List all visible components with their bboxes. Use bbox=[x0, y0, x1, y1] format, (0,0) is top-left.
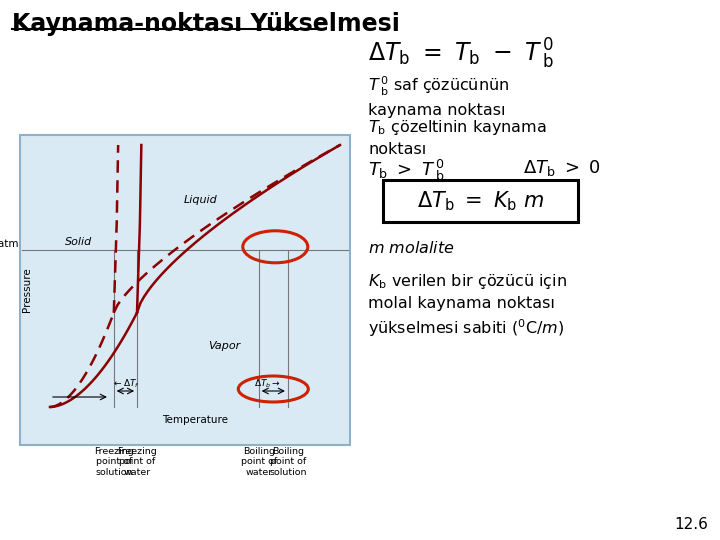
Text: $\Delta T_b \rightarrow$: $\Delta T_b \rightarrow$ bbox=[254, 377, 281, 390]
Text: 1 atm: 1 atm bbox=[0, 239, 18, 249]
Text: Boiling
point of
water: Boiling point of water bbox=[240, 447, 277, 477]
Text: $m$ molalite: $m$ molalite bbox=[368, 240, 454, 256]
Text: Freezing
point of
water: Freezing point of water bbox=[117, 447, 157, 477]
Text: Boiling
point of
solution: Boiling point of solution bbox=[269, 447, 307, 477]
Text: $T_\mathrm{b}$ çözeltinin kaynama
noktası: $T_\mathrm{b}$ çözeltinin kaynama noktas… bbox=[368, 118, 546, 157]
Text: Pressure: Pressure bbox=[22, 268, 32, 312]
Text: $T\,^0_\mathrm{b}$ saf çözücünün
kaynama noktası: $T\,^0_\mathrm{b}$ saf çözücünün kaynama… bbox=[368, 75, 509, 118]
Text: $\Delta T_\mathrm{b}\ >\ 0$: $\Delta T_\mathrm{b}\ >\ 0$ bbox=[523, 158, 600, 178]
Bar bbox=[20, 135, 350, 445]
Text: Temperature: Temperature bbox=[162, 415, 228, 425]
Text: $T_\mathrm{b}\ >\ T\,^0_\mathrm{b}$: $T_\mathrm{b}\ >\ T\,^0_\mathrm{b}$ bbox=[368, 158, 445, 183]
Text: Freezing
point of
solution: Freezing point of solution bbox=[94, 447, 134, 477]
Text: Kaynama-noktası Yükselmesi: Kaynama-noktası Yükselmesi bbox=[12, 12, 400, 36]
Bar bbox=[383, 180, 578, 222]
Text: 12.6: 12.6 bbox=[674, 517, 708, 532]
Text: $\Delta T_\mathrm{b}\ =\ T_\mathrm{b}\ -\ T\,^0_\mathrm{b}$: $\Delta T_\mathrm{b}\ =\ T_\mathrm{b}\ -… bbox=[368, 37, 554, 71]
Text: $K_\mathrm{b}$ verilen bir çözücü için
molal kaynama noktası
yükselmesi sabiti (: $K_\mathrm{b}$ verilen bir çözücü için m… bbox=[368, 272, 567, 339]
Text: Vapor: Vapor bbox=[208, 341, 240, 352]
Text: $\leftarrow \Delta T_f$: $\leftarrow \Delta T_f$ bbox=[112, 377, 139, 390]
Text: $\Delta T_\mathrm{b}\ =\ K_\mathrm{b}\ m$: $\Delta T_\mathrm{b}\ =\ K_\mathrm{b}\ m… bbox=[417, 189, 544, 213]
Text: Liquid: Liquid bbox=[184, 194, 217, 205]
Text: Solid: Solid bbox=[66, 237, 93, 247]
